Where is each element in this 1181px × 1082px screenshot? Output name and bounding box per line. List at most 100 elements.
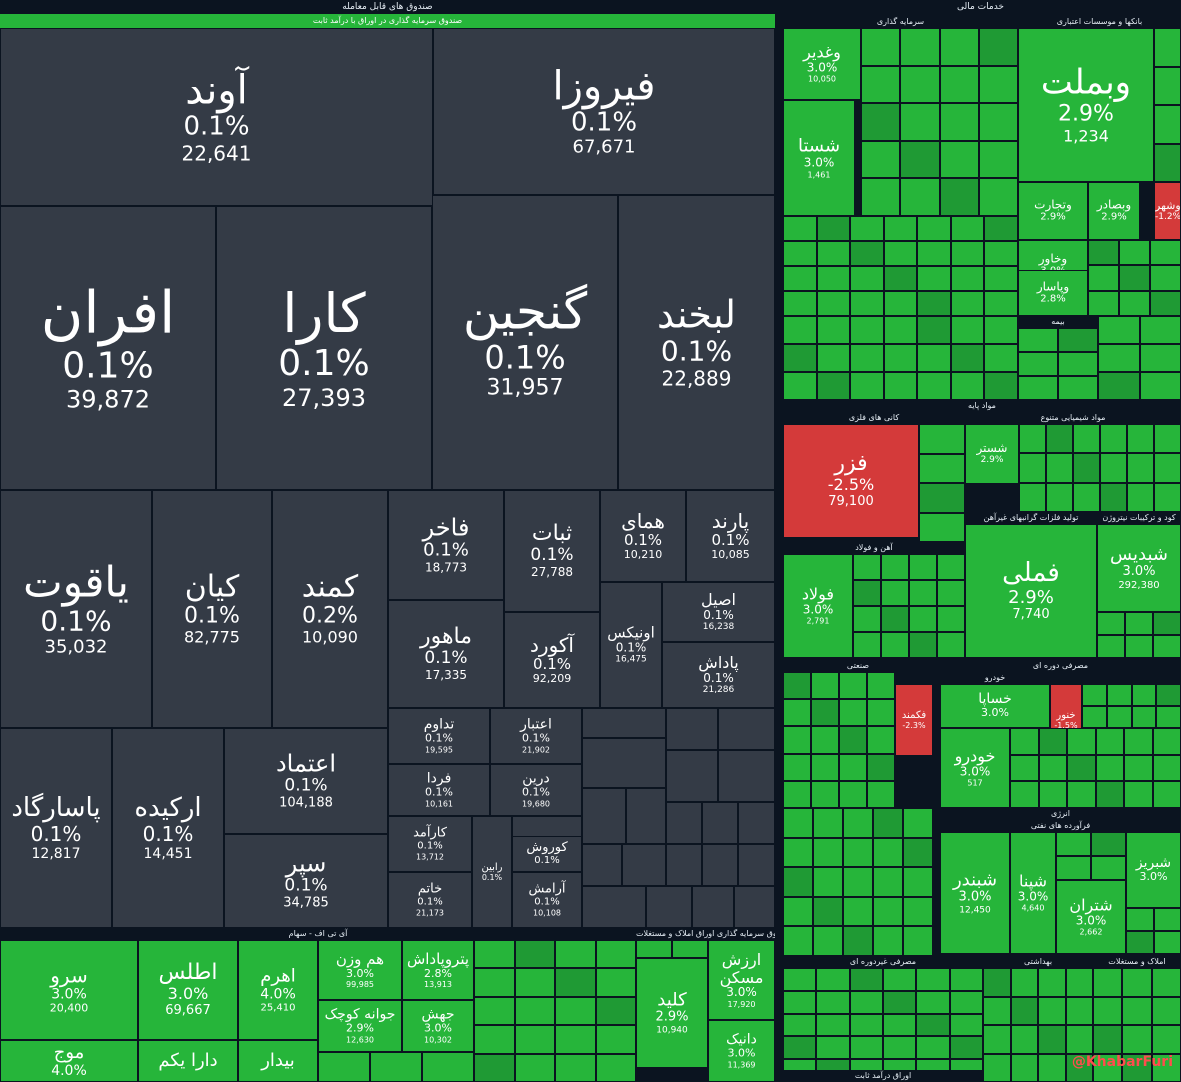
stock-tile-small[interactable] <box>1124 754 1153 782</box>
stock-tile-small[interactable] <box>816 291 851 316</box>
stock-tile-small[interactable] <box>883 990 917 1014</box>
stock-tile-small[interactable] <box>1093 996 1123 1025</box>
stock-tile-small[interactable] <box>811 699 839 727</box>
stock-tile-small[interactable] <box>883 241 918 266</box>
stock-tile[interactable]: وبصادر 2.9% <box>1088 182 1140 240</box>
stock-tile-small[interactable] <box>555 940 596 969</box>
etf-tile-small[interactable] <box>582 886 646 928</box>
stock-tile-small[interactable] <box>1010 728 1039 755</box>
stock-tile-small[interactable] <box>917 291 951 316</box>
stock-tile-small[interactable] <box>849 990 883 1014</box>
stock-tile-small[interactable] <box>1156 684 1181 706</box>
stock-tile-small[interactable] <box>1153 635 1181 658</box>
stock-tile-small[interactable] <box>1088 240 1119 266</box>
stock-tile-small[interactable] <box>1100 453 1127 483</box>
stock-tile-small[interactable] <box>909 554 937 580</box>
stock-tile-small[interactable] <box>783 1013 817 1037</box>
stock-tile-small[interactable] <box>1019 453 1046 483</box>
stock-tile-small[interactable] <box>1046 453 1073 483</box>
stock-tile-small[interactable] <box>839 726 867 754</box>
stock-tile-small[interactable] <box>984 241 1018 266</box>
stock-tile[interactable]: اطلس 3.0% 69,667 <box>138 940 238 1040</box>
stock-tile[interactable]: بیدار <box>238 1040 318 1082</box>
etf-tile[interactable]: ثبات 0.1% 27,788 <box>504 490 600 612</box>
stock-tile-small[interactable] <box>978 140 1018 179</box>
stock-tile-small[interactable] <box>783 896 813 927</box>
etf-tile[interactable]: آوند 0.1% 22,641 <box>0 28 433 206</box>
stock-tile-small[interactable] <box>474 1025 515 1054</box>
stock-tile-small[interactable] <box>1056 856 1091 880</box>
stock-tile-small[interactable] <box>813 867 843 897</box>
stock-tile-small[interactable] <box>978 65 1018 104</box>
stock-tile-small[interactable] <box>783 316 817 344</box>
stock-tile-small[interactable] <box>1153 908 1181 931</box>
stock-tile-small[interactable] <box>1122 996 1152 1025</box>
stock-tile-small[interactable] <box>861 140 901 179</box>
stock-tile-small[interactable] <box>1058 352 1098 376</box>
stock-tile-small[interactable] <box>813 926 843 956</box>
stock-tile-small[interactable] <box>514 1053 555 1082</box>
etf-tile-small[interactable] <box>666 750 718 802</box>
stock-tile[interactable]: خساپا 3.0% <box>940 684 1050 728</box>
etf-tile[interactable]: فردا 0.1% 10,161 <box>388 764 490 816</box>
stock-tile-small[interactable] <box>950 344 985 372</box>
stock-tile-small[interactable] <box>949 990 983 1014</box>
stock-tile-small[interactable] <box>783 241 817 266</box>
stock-tile[interactable]: فملی 2.9% 7,740 <box>965 524 1097 658</box>
stock-tile-small[interactable] <box>873 896 903 927</box>
stock-tile[interactable]: شبندر 3.0% 12,450 <box>940 832 1010 954</box>
stock-tile-small[interactable] <box>1098 372 1140 400</box>
etf-tile[interactable]: کوروش 0.1% <box>512 836 582 872</box>
stock-tile-small[interactable] <box>1151 1025 1181 1054</box>
stock-tile-small[interactable] <box>983 968 1011 997</box>
etf-tile[interactable]: آرامش 0.1% 10,108 <box>512 872 582 928</box>
etf-tile-small[interactable] <box>718 708 775 750</box>
stock-tile-small[interactable] <box>1073 424 1100 454</box>
stock-tile-small[interactable] <box>949 1036 983 1060</box>
stock-tile-small[interactable] <box>867 753 895 781</box>
stock-tile-small[interactable] <box>1119 240 1150 266</box>
stock-tile[interactable]: شبدیس 3.0% 292,380 <box>1097 524 1181 612</box>
etf-tile[interactable]: اعتبار 0.1% 21,902 <box>490 708 582 764</box>
stock-tile-small[interactable] <box>1127 424 1154 454</box>
stock-tile-small[interactable] <box>1125 635 1153 658</box>
stock-tile-small[interactable] <box>984 372 1018 400</box>
stock-tile-small[interactable] <box>917 344 951 372</box>
etf-tile-small[interactable] <box>702 844 738 886</box>
stock-tile[interactable]: وپاسار 2.8% <box>1018 270 1088 316</box>
etf-tile[interactable]: رابین 0.1% <box>472 816 512 928</box>
stock-tile-small[interactable] <box>816 316 851 344</box>
stock-tile-small[interactable] <box>813 837 843 868</box>
stock-tile-small[interactable] <box>903 867 933 897</box>
stock-tile-small[interactable] <box>900 140 940 179</box>
stock-tile-small[interactable] <box>850 372 884 400</box>
stock-tile-small[interactable] <box>917 316 951 344</box>
stock-tile-small[interactable] <box>783 699 811 727</box>
stock-tile-small[interactable] <box>937 632 965 658</box>
stock-tile-small[interactable] <box>850 266 884 291</box>
stock-tile-small[interactable] <box>873 808 903 838</box>
stock-tile-small[interactable] <box>1093 1025 1123 1054</box>
etf-tile[interactable]: اعتماد 0.1% 104,188 <box>224 728 388 834</box>
etf-tile-small[interactable] <box>734 886 775 928</box>
stock-tile[interactable]: وبملت 2.9% 1,234 <box>1018 28 1154 182</box>
stock-tile-small[interactable] <box>916 1013 950 1037</box>
stock-tile-small[interactable] <box>916 1036 950 1060</box>
stock-tile[interactable]: شپنا 3.0% 4,640 <box>1010 832 1056 954</box>
stock-tile-small[interactable] <box>1156 706 1181 728</box>
etf-tile[interactable]: ماهور 0.1% 17,335 <box>388 600 504 708</box>
stock-tile-small[interactable] <box>883 372 918 400</box>
stock-tile-small[interactable] <box>1153 931 1181 954</box>
stock-tile-small[interactable] <box>1091 832 1126 856</box>
stock-tile-small[interactable] <box>843 808 873 838</box>
stock-tile-small[interactable] <box>916 968 950 991</box>
stock-tile-small[interactable] <box>783 266 817 291</box>
stock-tile[interactable]: هم وزن 3.0% 99,985 <box>318 940 402 1000</box>
etf-tile[interactable]: فاخر 0.1% 18,773 <box>388 490 504 600</box>
etf-tile[interactable]: اصیل 0.1% 16,238 <box>662 582 775 642</box>
stock-tile-small[interactable] <box>1100 482 1127 512</box>
stock-tile-small[interactable] <box>783 344 817 372</box>
stock-tile-small[interactable] <box>1151 996 1181 1025</box>
stock-tile-negative[interactable]: فزر -2.5% 79,100 <box>783 424 919 538</box>
stock-tile[interactable]: شستا 3.0% 1,461 <box>783 100 855 216</box>
